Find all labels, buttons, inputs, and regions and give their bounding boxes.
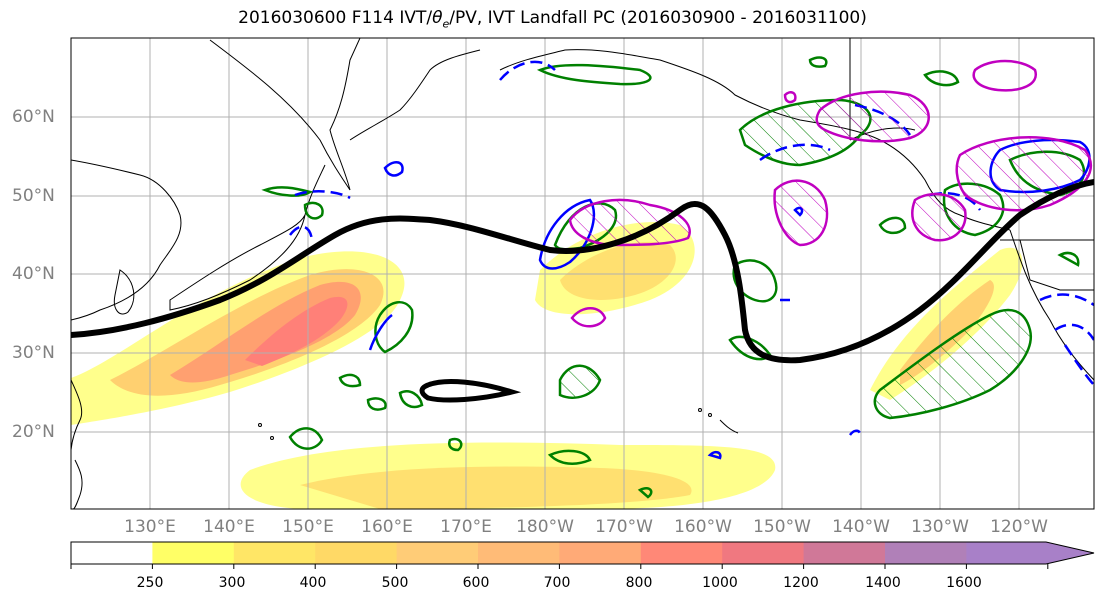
colorbar-cell	[966, 542, 1049, 564]
colorbar-label-1000: 1000	[702, 575, 738, 591]
colorbar-label-1600: 1600	[946, 575, 982, 591]
map-title: 2016030600 F114 IVT/θe/PV, IVT Landfall …	[0, 8, 1105, 30]
colorbar-cell	[315, 542, 398, 564]
colorbar-label-1200: 1200	[783, 575, 819, 591]
colorbar-outline	[70, 541, 1095, 565]
lat-label-60n: 60°N	[12, 107, 55, 127]
colorbar-cell	[71, 542, 153, 564]
pv-contour	[71, 179, 1094, 403]
lon-label-140e: 140°E	[203, 517, 255, 537]
colorbar-cell	[722, 542, 805, 564]
colorbar-label-300: 300	[218, 575, 246, 591]
colorbar-label-800: 800	[625, 575, 653, 591]
lon-label-170w: 170°W	[595, 517, 653, 537]
lon-label-150w: 150°W	[753, 517, 811, 537]
lat-label-20n: 20°N	[12, 422, 55, 442]
colorbar-cell	[233, 542, 316, 564]
title-suffix: /PV, IVT Landfall PC (2016030900 - 20160…	[449, 8, 867, 28]
lon-label-180w: 180°W	[516, 517, 574, 537]
colorbar-extend-arrow	[1046, 542, 1094, 564]
colorbar-label-250: 250	[136, 575, 164, 591]
lon-label-160e: 160°E	[361, 517, 413, 537]
colorbar-cell	[152, 542, 235, 564]
colorbar-cell	[559, 542, 642, 564]
lon-label-160w: 160°W	[674, 517, 732, 537]
colorbar-ticks	[70, 564, 1049, 569]
title-theta: θ	[432, 8, 443, 28]
lat-label-40n: 40°N	[12, 264, 55, 284]
lon-label-130e: 130°E	[124, 517, 176, 537]
lon-label-140w: 140°W	[832, 517, 890, 537]
colorbar-label-600: 600	[462, 575, 490, 591]
lat-label-30n: 30°N	[12, 343, 55, 363]
colorbar-label-400: 400	[299, 575, 327, 591]
lon-label-120w: 120°W	[990, 517, 1048, 537]
lon-label-170e: 170°E	[440, 517, 492, 537]
theta-e-positive-contours	[261, 56, 1086, 499]
colorbar-label-1400: 1400	[865, 575, 901, 591]
lon-label-130w: 130°W	[911, 517, 969, 537]
colorbar-cell	[640, 542, 723, 564]
colorbar-cell	[803, 542, 886, 564]
colorbar-cells	[71, 542, 1094, 564]
title-theta-subscript: e	[442, 17, 450, 31]
colorbar-cell	[885, 542, 967, 564]
lat-label-50n: 50°N	[12, 186, 55, 206]
landfall-pc-contours	[568, 59, 1092, 328]
colorbar-label-500: 500	[381, 575, 409, 591]
colorbar-cell	[396, 542, 479, 564]
map-frame	[70, 37, 1095, 510]
lon-label-150e: 150°E	[282, 517, 334, 537]
title-prefix: 2016030600 F114 IVT/	[238, 8, 433, 28]
colorbar-cell	[478, 542, 560, 564]
colorbar-label-700: 700	[543, 575, 571, 591]
